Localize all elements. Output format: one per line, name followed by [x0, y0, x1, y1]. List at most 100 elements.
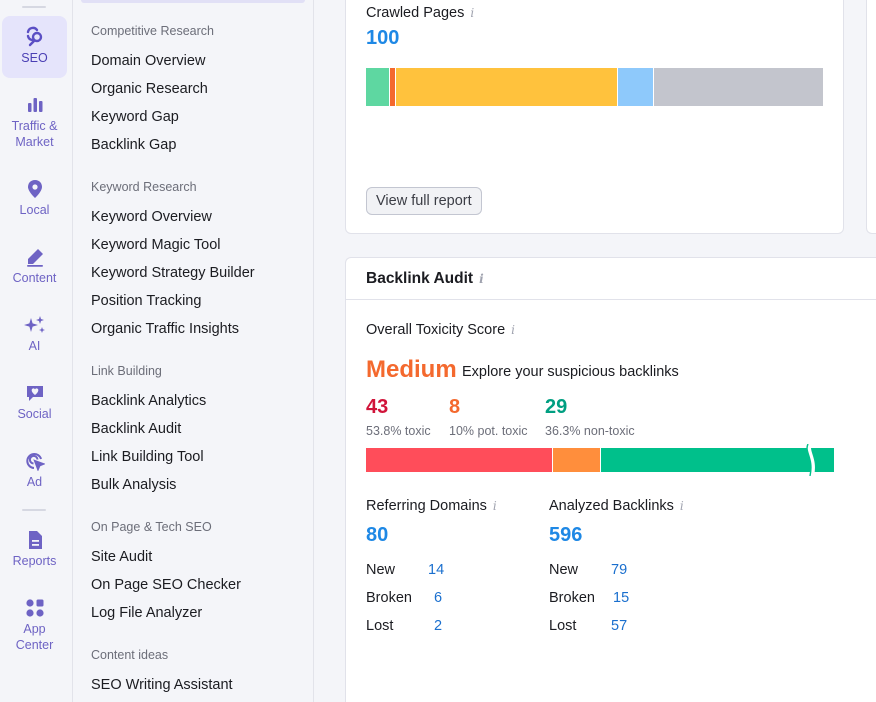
crawled-pages-title: Crawled Pages i	[366, 5, 475, 21]
menu-item-backlink-analytics[interactable]: Backlink Analytics	[91, 393, 207, 409]
bar-break-icon	[806, 444, 815, 476]
menu-item-backlink-gap[interactable]: Backlink Gap	[91, 137, 177, 153]
non-toxic-label: 36.3% non-toxic	[545, 424, 635, 438]
menu-item-link-building-tool[interactable]: Link Building Tool	[91, 449, 204, 465]
crawled-pages-value[interactable]: 100	[366, 27, 400, 49]
analyzed-new-label: New	[549, 562, 579, 578]
view-full-report-button[interactable]: View full report	[366, 187, 482, 215]
rail-label: Social	[17, 407, 52, 421]
menu-item-log-file-analyzer[interactable]: Log File Analyzer	[91, 605, 203, 621]
rail-item-app-center[interactable]: App Center	[2, 598, 67, 653]
rail-divider	[22, 509, 46, 511]
rail-label: Ad	[26, 475, 43, 489]
menu-item-keyword-strategy-builder[interactable]: Keyword Strategy Builder	[91, 265, 255, 281]
analyzed-broken-value[interactable]: 15	[613, 590, 630, 606]
rail-label: Traffic & Market	[11, 119, 58, 149]
menu-item-keyword-gap[interactable]: Keyword Gap	[91, 109, 179, 125]
icon-rail: SEO Traffic & Market Local Content AI Soc…	[0, 0, 73, 702]
analyzed-lost-label: Lost	[549, 618, 577, 634]
referring-domains-title: Referring Domains i	[366, 498, 497, 514]
non-toxic-count[interactable]: 29	[545, 396, 568, 418]
rail-item-ad[interactable]: Ad	[2, 451, 67, 490]
backlink-audit-title: Backlink Audit i	[366, 270, 484, 287]
info-icon[interactable]: i	[479, 272, 484, 286]
bar-segment[interactable]	[653, 68, 823, 106]
seo-menu: Competitive Research Domain Overview Org…	[73, 0, 314, 702]
explore-suspicious-link[interactable]: Explore your suspicious backlinks	[462, 364, 679, 380]
analyzed-broken-label: Broken	[549, 590, 595, 606]
menu-item-organic-research[interactable]: Organic Research	[91, 81, 208, 97]
backlink-audit-header: Backlink Audit i	[346, 258, 876, 300]
analyzed-backlinks-title: Analyzed Backlinks i	[549, 498, 684, 514]
analyzed-backlinks-value[interactable]: 596	[549, 524, 583, 546]
referring-new-value[interactable]: 14	[428, 562, 445, 578]
rail-item-reports[interactable]: Reports	[2, 530, 67, 569]
main-content: Crawled Pages i 100 View full report Back…	[314, 0, 876, 702]
crawled-pages-bar	[366, 68, 823, 106]
toxicity-score-label: Overall Toxicity Score i	[366, 322, 515, 338]
rail-divider	[22, 6, 46, 8]
menu-item-site-audit[interactable]: Site Audit	[91, 549, 153, 565]
rail-label: Local	[19, 203, 50, 217]
menu-item-position-tracking[interactable]: Position Tracking	[91, 293, 202, 309]
referring-lost-value[interactable]: 2	[434, 618, 443, 634]
apps-grid-icon	[25, 599, 44, 617]
referring-domains-value[interactable]: 80	[366, 524, 389, 546]
menu-heading: Competitive Research	[91, 24, 214, 38]
crawled-pages-card: Crawled Pages i 100 View full report	[345, 0, 844, 234]
menu-heading: Link Building	[91, 364, 162, 378]
menu-item-seo-writing-assistant[interactable]: SEO Writing Assistant	[91, 677, 233, 693]
rail-label: SEO	[21, 51, 48, 65]
menu-selected-indicator	[81, 0, 305, 3]
rail-label: AI	[28, 339, 41, 353]
info-icon[interactable]: i	[679, 499, 684, 513]
target-cursor-icon	[25, 453, 45, 471]
menu-item-bulk-analysis[interactable]: Bulk Analysis	[91, 477, 177, 493]
menu-heading: On Page & Tech SEO	[91, 520, 212, 534]
heart-bubble-icon	[26, 386, 43, 401]
rail-item-local[interactable]: Local	[2, 179, 67, 218]
bar-segment[interactable]	[389, 68, 397, 106]
bar-chart-icon	[27, 98, 42, 112]
rail-label: App Center	[15, 622, 54, 652]
toxic-count[interactable]: 43	[366, 396, 389, 418]
pencil-icon	[26, 249, 43, 267]
rail-label: Reports	[12, 554, 57, 568]
menu-item-backlink-audit[interactable]: Backlink Audit	[91, 421, 182, 437]
info-icon[interactable]: i	[492, 499, 497, 513]
analyzed-lost-value[interactable]: 57	[611, 618, 628, 634]
menu-item-keyword-magic-tool[interactable]: Keyword Magic Tool	[91, 237, 221, 253]
referring-broken-value[interactable]: 6	[434, 590, 443, 606]
referring-broken-label: Broken	[366, 590, 412, 606]
referring-lost-label: Lost	[366, 618, 394, 634]
map-pin-icon	[27, 180, 42, 198]
bar-segment[interactable]	[617, 68, 654, 106]
rail-item-social[interactable]: Social	[2, 383, 67, 422]
toxic-label: 53.8% toxic	[366, 424, 431, 438]
bar-segment[interactable]	[366, 448, 554, 472]
bar-segment[interactable]	[396, 68, 618, 106]
toxicity-bar	[366, 448, 834, 472]
menu-item-domain-overview[interactable]: Domain Overview	[91, 53, 206, 69]
menu-item-organic-traffic-insights[interactable]: Organic Traffic Insights	[91, 321, 240, 337]
potentially-toxic-count[interactable]: 8	[449, 396, 461, 418]
menu-item-on-page-seo-checker[interactable]: On Page SEO Checker	[91, 577, 241, 593]
backlink-audit-card: Backlink Audit i Overall Toxicity Score i …	[345, 257, 876, 702]
bar-segment[interactable]	[601, 448, 834, 472]
referring-new-label: New	[366, 562, 396, 578]
menu-heading: Keyword Research	[91, 180, 197, 194]
info-icon[interactable]: i	[511, 323, 515, 337]
potentially-toxic-label: 10% pot. toxic	[449, 424, 528, 438]
document-icon	[28, 531, 42, 549]
rail-item-traffic[interactable]: Traffic & Market	[2, 95, 67, 150]
analyzed-new-value[interactable]: 79	[611, 562, 628, 578]
info-icon[interactable]: i	[470, 6, 475, 20]
adjacent-card	[866, 0, 876, 234]
menu-item-keyword-overview[interactable]: Keyword Overview	[91, 209, 212, 225]
rail-item-seo[interactable]: SEO	[2, 16, 67, 78]
rail-item-ai[interactable]: AI	[2, 315, 67, 354]
rail-item-content[interactable]: Content	[2, 247, 67, 286]
sparkles-icon	[23, 316, 45, 333]
bar-segment[interactable]	[366, 68, 390, 106]
bar-segment[interactable]	[553, 448, 601, 472]
